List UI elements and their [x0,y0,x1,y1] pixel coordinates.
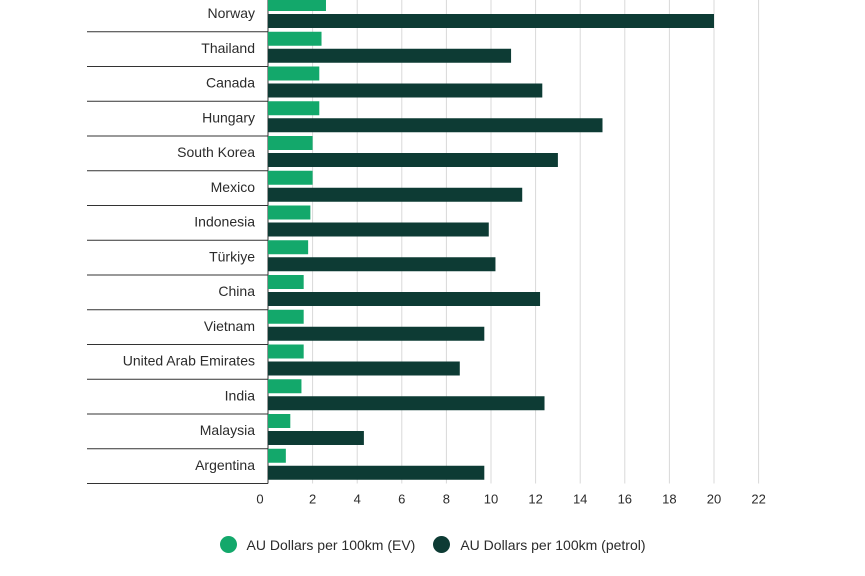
bar-petrol [268,48,512,63]
bar-ev [268,275,304,289]
bar-ev [268,205,311,220]
x-axis-ticks: 0 2 4 6 8 10 12 14 16 18 20 22 [256,492,765,507]
x-tick-label: 22 [751,492,765,507]
category-label: Mexico [211,179,256,195]
bar-ev [268,309,304,324]
bar-petrol [268,465,485,480]
bar-ev [268,66,320,81]
bar-ev [268,31,322,46]
category-label: Malaysia [200,422,255,438]
category-label: China [218,283,255,299]
bar-petrol [268,326,485,341]
legend-swatch-ev [219,536,237,553]
category-separators [87,31,268,484]
bar-petrol [268,14,714,28]
category-label: Argentina [195,457,255,473]
bar-petrol [268,153,558,167]
bar-petrol [268,257,496,272]
bar-petrol [268,292,541,306]
category-label: India [225,387,256,403]
bar-ev [268,414,291,428]
bar-ev [268,136,313,150]
legend-label-petrol: AU Dollars per 100km (petrol) [460,536,646,553]
bar-petrol [268,118,603,133]
category-label: South Korea [177,144,255,160]
legend-item-petrol: AU Dollars per 100km (petrol) [433,536,646,553]
bar-ev [268,240,309,255]
category-label: Canada [206,75,255,91]
x-tick-label: 14 [573,492,587,507]
x-tick-label: 4 [354,492,361,507]
bar-chart: Norway Thailand Canada Hungary South Korea Me… [87,0,766,507]
bar-petrol [268,361,460,376]
bar-petrol [268,222,489,237]
legend-label-ev: AU Dollars per 100km (EV) [246,536,416,553]
x-tick-label: 0 [256,492,263,507]
grid-lines [267,0,760,484]
x-tick-label: 12 [528,492,542,507]
legend: AU Dollars per 100km (EV) AU Dollars per… [0,536,865,553]
category-label: Hungary [202,109,255,125]
bars [268,0,714,480]
legend-swatch-petrol [433,536,451,553]
x-tick-label: 2 [309,492,316,507]
x-tick-label: 20 [707,492,721,507]
x-tick-label: 10 [484,492,498,507]
category-label: United Arab Emirates [123,353,255,369]
category-label: Indonesia [194,214,255,230]
category-label: Thailand [201,40,255,56]
bar-ev [268,448,286,463]
bar-petrol [268,83,543,98]
bar-ev [268,344,304,359]
bar-petrol [268,187,523,202]
category-label: Norway [208,5,255,21]
bar-ev [268,101,320,116]
x-tick-label: 6 [398,492,405,507]
bar-ev [268,170,313,185]
bar-ev [268,379,302,394]
category-label: Vietnam [204,318,255,334]
category-label: Türkiye [209,248,255,264]
bar-petrol [268,431,364,445]
x-tick-label: 8 [443,492,450,507]
x-tick-label: 16 [618,492,632,507]
legend-item-ev: AU Dollars per 100km (EV) [219,536,416,553]
bar-ev [268,0,326,11]
bar-petrol [268,396,545,411]
category-labels: Norway Thailand Canada Hungary South Korea Me… [123,5,256,473]
x-tick-label: 18 [662,492,676,507]
